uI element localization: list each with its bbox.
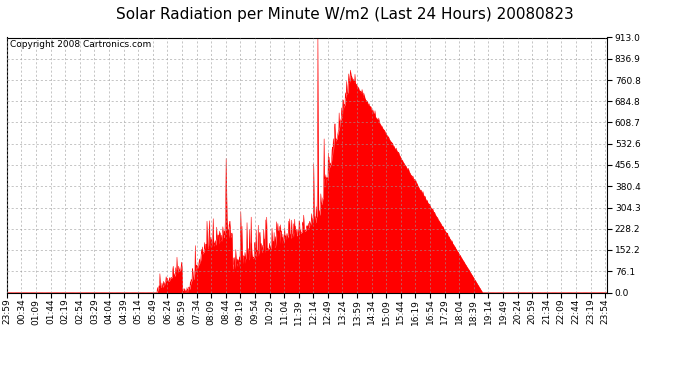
Text: Solar Radiation per Minute W/m2 (Last 24 Hours) 20080823: Solar Radiation per Minute W/m2 (Last 24… [116, 8, 574, 22]
Text: Copyright 2008 Cartronics.com: Copyright 2008 Cartronics.com [10, 40, 151, 49]
